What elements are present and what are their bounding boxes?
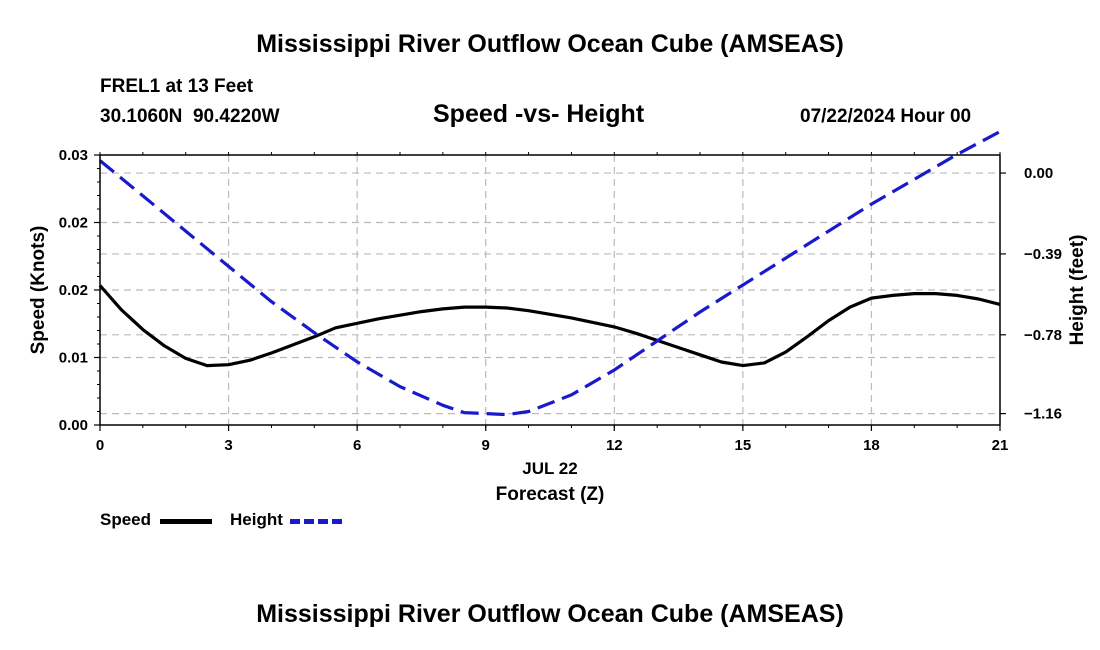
legend-speed-line [160, 519, 212, 524]
y-left-axis-title: Speed (Knots) [28, 226, 49, 355]
legend-height-line [290, 519, 342, 524]
forecast-datetime: 07/22/2024 Hour 00 [800, 106, 972, 127]
y-right-axis-title: Height (feet) [1067, 235, 1088, 346]
x-tick-label: 21 [992, 437, 1009, 454]
y-right-tick-label: −1.16 [1024, 406, 1062, 423]
x-tick-label: 0 [96, 437, 104, 454]
y-left-tick-label: 0.03 [59, 147, 88, 164]
x-axis-title: Forecast (Z) [496, 484, 605, 505]
series-layer [98, 130, 1001, 417]
x-tick-label: 12 [606, 437, 623, 454]
y-left-tick-label: 0.02 [59, 215, 88, 232]
series-line-speed [98, 284, 1001, 368]
station-label: FREL1 at 13 Feet [100, 76, 254, 97]
x-axis-date-label: JUL 22 [522, 459, 577, 478]
y-right-tick-label: −0.39 [1024, 246, 1062, 263]
page-title: Mississippi River Outflow Ocean Cube (AM… [256, 30, 844, 58]
speed-height-chart: 0 3 6 9 12 15 18 21 0.00 0.01 0.02 0.02 0.03 −1.16 −0.… [28, 130, 1088, 505]
x-tick-label: 6 [353, 437, 361, 454]
x-tick-label: 18 [863, 437, 880, 454]
y-left-tick-label: 0.02 [59, 282, 88, 299]
y-right-tick-label: 0.00 [1024, 165, 1053, 182]
grid-layer [100, 155, 1000, 425]
series-line-height [98, 130, 1001, 417]
page-title-repeat: Mississippi River Outflow Ocean Cube (AM… [256, 600, 844, 628]
coordinates-label: 30.1060N 90.4220W [100, 106, 280, 127]
axis-layer: 0 3 6 9 12 15 18 21 0.00 0.01 0.02 0.02 0.03 −1.16 −0.… [28, 147, 1088, 505]
x-tick-label: 3 [224, 437, 232, 454]
legend-speed-label: Speed [100, 510, 152, 529]
chart-title: Speed -vs- Height [433, 100, 645, 128]
x-tick-label: 15 [735, 437, 752, 454]
x-tick-label: 9 [482, 437, 490, 454]
y-right-tick-label: −0.78 [1024, 327, 1062, 344]
y-left-tick-label: 0.01 [59, 350, 88, 367]
legend-height-label: Height [230, 510, 283, 529]
y-left-tick-label: 0.00 [59, 417, 88, 434]
